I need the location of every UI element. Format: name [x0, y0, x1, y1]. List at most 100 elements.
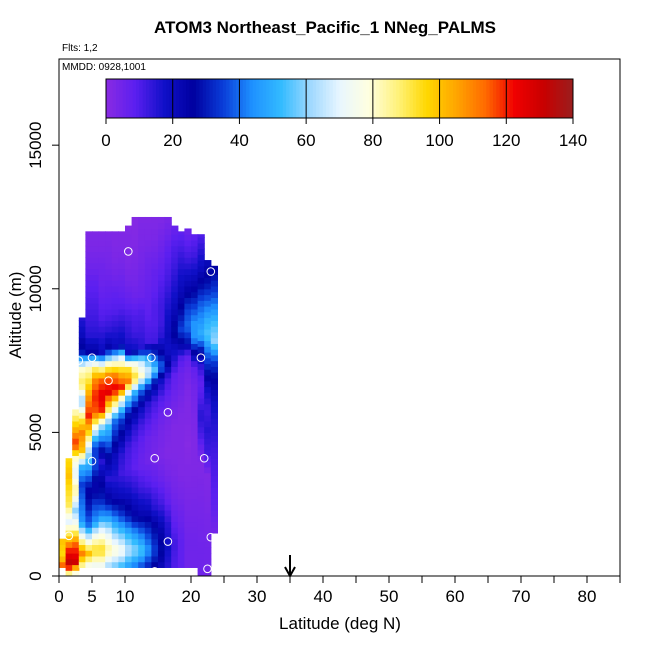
- heatmap-cell: [78, 372, 86, 379]
- heatmap-cell: [164, 326, 172, 333]
- heatmap-cell: [204, 260, 212, 267]
- heatmap-cell: [98, 366, 106, 373]
- heatmap-cell: [131, 441, 139, 448]
- heatmap-cell: [177, 280, 185, 287]
- heatmap-cell: [125, 458, 133, 465]
- heatmap-cell: [191, 475, 199, 482]
- heatmap-cell: [118, 429, 126, 436]
- heatmap-cell: [92, 331, 100, 339]
- colorbar-segment: [479, 79, 484, 118]
- heatmap-cell: [171, 429, 179, 436]
- heatmap-cell: [144, 544, 152, 551]
- heatmap-cell: [191, 245, 199, 253]
- heatmap-cell: [197, 260, 205, 267]
- heatmap-cell: [177, 532, 185, 540]
- heatmap-cell: [105, 231, 113, 235]
- heatmap-cell: [177, 406, 185, 413]
- heatmap-cell: [72, 541, 80, 548]
- heatmap-cell: [164, 383, 172, 390]
- heatmap-cell: [158, 406, 166, 413]
- heatmap-cell: [144, 343, 152, 350]
- colorbar-segment: [492, 79, 497, 118]
- heatmap-cell: [92, 538, 100, 546]
- colorbar-segment: [372, 79, 377, 118]
- colorbar-segment: [239, 79, 244, 118]
- heatmap-cell: [197, 495, 205, 502]
- heatmap-cell: [78, 343, 86, 350]
- heatmap-cell: [210, 429, 218, 436]
- heatmap-cell: [177, 231, 185, 235]
- heatmap-cell: [171, 366, 179, 373]
- heatmap-cell: [85, 400, 93, 408]
- heatmap-cell: [184, 291, 192, 298]
- axes: 0 5 10 20 30 40 50 60 70 80 0 5000 10000 15000: [26, 122, 621, 606]
- heatmap-cell: [204, 288, 212, 296]
- heatmap-cell: [125, 463, 133, 471]
- observation-marker: [206, 532, 216, 542]
- heatmap-cell: [164, 262, 172, 270]
- heatmap-cell: [144, 486, 152, 494]
- heatmap-cell: [98, 446, 106, 454]
- heatmap-cell: [144, 395, 152, 402]
- heatmap-cell: [98, 458, 106, 465]
- heatmap-cell: [85, 418, 93, 425]
- heatmap-cell: [98, 538, 106, 546]
- heatmap-cell: [144, 308, 152, 316]
- heatmap-cell: [210, 326, 218, 333]
- colorbar-segment: [302, 79, 307, 118]
- colorbar-segment: [449, 79, 454, 118]
- heatmap-cell: [118, 308, 126, 316]
- colorbar-segment: [226, 79, 230, 118]
- heatmap-cell: [59, 561, 67, 568]
- heatmap-cell: [184, 349, 192, 356]
- heatmap-cell: [92, 257, 100, 264]
- heatmap-cell: [158, 435, 166, 442]
- heatmap-cell: [105, 331, 113, 339]
- heatmap-cell: [151, 458, 159, 465]
- heatmap-cell: [197, 386, 205, 393]
- date-label: MMDD: 0928,1001: [62, 62, 146, 73]
- heatmap-cell: [164, 475, 172, 482]
- colorbar-segment: [312, 79, 317, 118]
- heatmap-cell: [158, 320, 166, 327]
- heatmap-cell: [158, 429, 166, 436]
- heatmap-cell: [118, 538, 126, 546]
- heatmap-cell: [177, 297, 185, 304]
- heatmap-cell: [85, 262, 93, 270]
- heatmap-cell: [92, 509, 100, 517]
- heatmap-cell: [111, 297, 119, 304]
- heatmap-cell: [197, 530, 205, 537]
- heatmap-cell: [105, 383, 113, 390]
- heatmap-cell: [111, 291, 119, 298]
- heatmap-cell: [197, 438, 205, 445]
- heatmap-cell: [131, 308, 139, 316]
- heatmap-cell: [177, 504, 185, 511]
- heatmap-cell: [125, 492, 133, 500]
- heatmap-cell: [151, 268, 159, 276]
- heatmap-cell: [197, 409, 205, 416]
- heatmap-cell: [98, 498, 106, 505]
- heatmap-cell: [144, 285, 152, 293]
- heatmap-cell: [184, 435, 192, 442]
- heatmap-cell: [191, 406, 199, 413]
- heatmap-cell: [105, 561, 113, 568]
- heatmap-cell: [138, 441, 146, 448]
- colorbar-segment: [486, 79, 491, 118]
- heatmap-cell: [111, 475, 119, 482]
- heatmap-cell: [105, 400, 113, 408]
- heatmap-cell: [177, 354, 185, 362]
- heatmap-cell: [105, 349, 113, 356]
- heatmap-cell: [85, 257, 93, 264]
- heatmap-cell: [131, 360, 139, 367]
- heatmap-cell: [131, 326, 139, 333]
- heatmap-cell: [131, 458, 139, 465]
- heatmap-cell: [85, 469, 93, 477]
- heatmap-cell: [138, 400, 146, 408]
- heatmap-cell: [171, 446, 179, 454]
- heatmap-cell: [131, 395, 139, 402]
- heatmap-cell: [191, 515, 199, 523]
- heatmap-cell: [118, 406, 126, 413]
- heatmap-cell: [111, 406, 119, 413]
- heatmap-cell: [191, 521, 199, 528]
- heatmap-cell: [78, 435, 86, 442]
